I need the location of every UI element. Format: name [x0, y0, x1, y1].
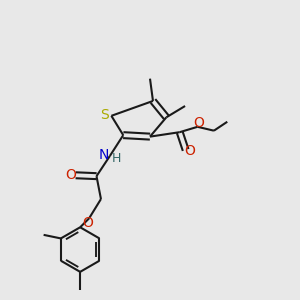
Text: O: O [193, 116, 204, 130]
Text: N: N [99, 148, 109, 162]
Text: S: S [100, 108, 109, 122]
Text: O: O [65, 168, 76, 182]
Text: O: O [82, 215, 93, 230]
Text: H: H [112, 152, 121, 165]
Text: O: O [185, 144, 196, 158]
